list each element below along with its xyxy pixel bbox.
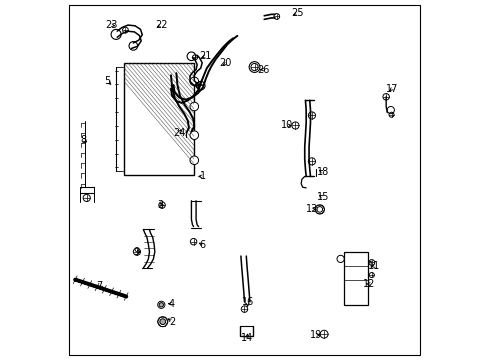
Text: 17: 17 xyxy=(385,84,398,94)
Text: 2: 2 xyxy=(169,317,176,327)
Text: 16: 16 xyxy=(242,297,254,307)
Text: 12: 12 xyxy=(363,279,375,289)
Circle shape xyxy=(111,30,121,40)
Text: 4: 4 xyxy=(169,299,175,309)
Text: 13: 13 xyxy=(305,204,317,215)
Circle shape xyxy=(249,62,260,72)
Text: 22: 22 xyxy=(155,20,167,30)
Text: 5: 5 xyxy=(104,76,110,86)
Circle shape xyxy=(160,319,165,324)
Circle shape xyxy=(190,102,198,111)
Text: 6: 6 xyxy=(199,239,205,249)
Text: 18: 18 xyxy=(316,167,328,177)
Circle shape xyxy=(190,156,198,165)
Text: 14: 14 xyxy=(241,333,253,343)
Text: 8: 8 xyxy=(81,135,87,145)
Text: 3: 3 xyxy=(157,200,163,210)
Text: 24: 24 xyxy=(173,128,185,138)
Bar xyxy=(124,63,194,175)
Circle shape xyxy=(386,107,394,114)
Circle shape xyxy=(187,52,195,60)
Text: 19: 19 xyxy=(309,330,322,340)
Text: 21: 21 xyxy=(199,51,211,61)
Text: 1: 1 xyxy=(200,171,206,181)
Text: 10: 10 xyxy=(280,121,292,130)
Circle shape xyxy=(336,255,344,262)
Text: 26: 26 xyxy=(256,64,269,75)
Text: 11: 11 xyxy=(367,261,380,271)
Text: 20: 20 xyxy=(219,58,232,68)
Text: 7: 7 xyxy=(96,281,102,291)
Circle shape xyxy=(190,131,198,139)
Text: 25: 25 xyxy=(291,8,303,18)
Text: 23: 23 xyxy=(105,20,117,30)
Text: 15: 15 xyxy=(316,192,328,202)
Text: 9: 9 xyxy=(133,247,139,257)
Circle shape xyxy=(196,81,204,90)
Circle shape xyxy=(190,77,198,86)
Circle shape xyxy=(159,303,163,307)
Circle shape xyxy=(316,207,322,212)
Circle shape xyxy=(129,41,137,50)
Bar xyxy=(344,252,367,305)
